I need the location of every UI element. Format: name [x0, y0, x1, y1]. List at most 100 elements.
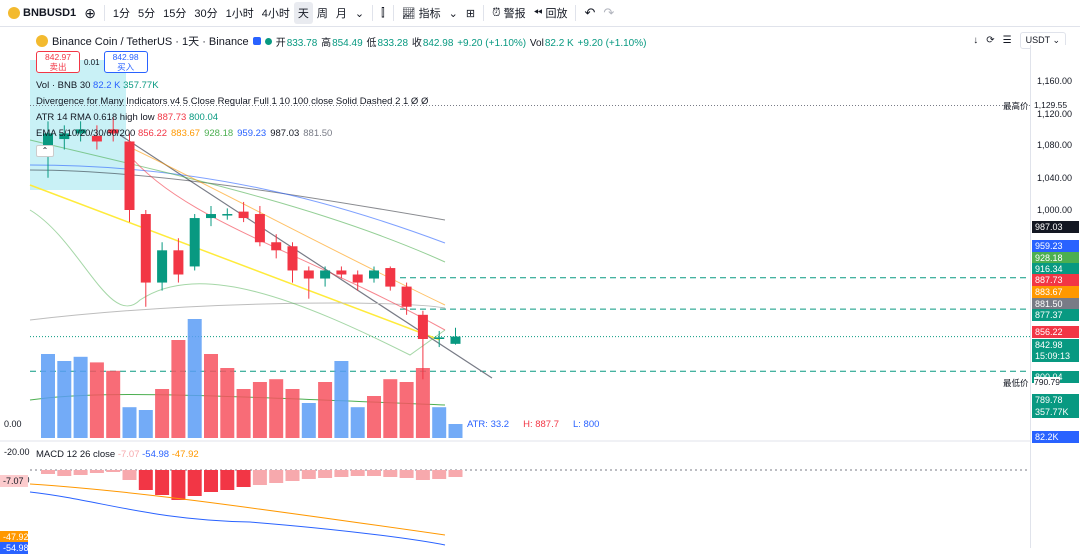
grid-icon[interactable]: ⊞	[465, 7, 476, 20]
interval-4[interactable]: 1小时	[225, 8, 254, 20]
volume-legend[interactable]: Vol · BNB 30 82.2 K 357.77K	[36, 80, 159, 91]
price-chart[interactable]	[0, 0, 1030, 548]
market-status-icon	[252, 37, 261, 45]
bnb-coin-icon	[36, 35, 48, 47]
ema-line-2	[29, 164, 446, 244]
macd-v3: -47.92	[171, 449, 199, 460]
replay-icon: ⏪︎	[533, 6, 543, 19]
interval-2[interactable]: 15分	[163, 8, 187, 20]
ema-values: 856.22 883.67 928.18 959.23 987.03 881.50	[138, 128, 336, 139]
vol-legend-v1: 82.2 K	[93, 80, 121, 91]
macd-hist-bar	[318, 470, 333, 478]
volume-bar	[89, 362, 104, 438]
ema-legend[interactable]: EMA 5/10/20/30/60/200 856.22 883.67 928.18…	[36, 128, 336, 139]
volume-bar	[334, 361, 349, 438]
low-tag: 最低价	[1003, 377, 1029, 389]
undo-icon[interactable]: ↶	[584, 5, 596, 20]
compare-add-icon[interactable]: ⊕	[84, 4, 96, 21]
macd-signal-line	[29, 483, 446, 536]
candle-body	[271, 242, 282, 251]
candle-body	[206, 214, 216, 219]
interval-0[interactable]: 1分	[112, 8, 131, 20]
divergence-legend[interactable]: Divergence for Many Indicators v4 5 Clos…	[36, 96, 429, 107]
ema-value-2: 928.18	[204, 128, 234, 139]
price-tick: 1,000.00	[1036, 205, 1072, 215]
replay-button[interactable]: ⏪︎ 回放	[530, 2, 572, 24]
ema-line-1	[29, 169, 446, 221]
price-axis[interactable]: 1,160.00 1,120.00 1,080.00 1,040.00 1,000.00…	[1030, 45, 1080, 548]
trendline-yellow	[29, 184, 441, 341]
macd-hist-bar	[57, 470, 72, 476]
candle-body	[124, 141, 135, 210]
price-label: 789.78	[1032, 394, 1079, 406]
macd-label: -47.92	[0, 531, 29, 543]
interval-7[interactable]: 周	[316, 8, 328, 20]
volume-bar	[415, 368, 430, 438]
macd-title: MACD 12 26 close	[36, 449, 116, 460]
alert-label: 警报	[503, 8, 526, 20]
symbol-search-button[interactable]: BNBUSD1	[4, 2, 80, 24]
download-icon[interactable]: ↓	[973, 35, 979, 46]
macd-v1: -7.07	[117, 449, 140, 460]
refresh-icon[interactable]: ⟳	[986, 35, 995, 46]
interval-1[interactable]: 5分	[138, 8, 156, 20]
candle-body	[369, 270, 379, 279]
candle-body	[140, 214, 151, 283]
atr-legend-title: ATR 14 RMA 0.618 high low	[36, 112, 155, 123]
interval-more-chevron-icon[interactable]: ⌄	[354, 7, 365, 20]
candle-body	[385, 268, 396, 287]
atr-legend[interactable]: ATR 14 RMA 0.618 high low 887.73 800.04	[36, 112, 218, 123]
spread-value: 0.01	[84, 57, 100, 67]
buy-button[interactable]: 842.98 买入	[103, 51, 148, 73]
layout-chevron-icon[interactable]: ⌄	[448, 7, 458, 20]
trade-panel: 842.97 卖出 0.01 842.98 买入	[36, 51, 148, 73]
price-label: 916.34	[1032, 263, 1079, 275]
indicators-button[interactable]: 📈︎ 指标	[398, 2, 445, 24]
macd-hist-bar	[448, 470, 463, 477]
macd-hist-bar	[89, 470, 104, 473]
macd-hist-bar	[138, 470, 153, 490]
indicators-icon: 📈︎	[401, 7, 416, 20]
volume-bar	[399, 382, 414, 438]
interval-6[interactable]: 天	[293, 2, 313, 24]
redo-icon[interactable]: ↷	[603, 5, 615, 20]
menu-icon[interactable]: ☰	[1002, 35, 1012, 46]
candle-body	[303, 270, 314, 279]
interval-group: 1分 5分 15分 30分 1小时 4小时天周月	[109, 2, 351, 24]
alert-button[interactable]: ⏰︎ 警报	[488, 2, 530, 24]
candle-body	[59, 133, 70, 140]
indicators-label: 指标	[418, 8, 441, 20]
candle-body	[157, 250, 168, 283]
price-label: 357.77K	[1032, 406, 1079, 418]
macd-hist-bar	[350, 470, 365, 476]
price-label: 15:09:13	[1032, 350, 1079, 362]
macd-hist-bar	[415, 470, 430, 480]
ema-line-4	[124, 144, 446, 306]
macd-hist-bar	[252, 470, 267, 485]
volume-bar	[301, 403, 316, 438]
macd-hist-bar	[383, 470, 398, 477]
volume-bar	[171, 340, 186, 438]
macd-legend[interactable]: MACD 12 26 close -7.07 -54.98 -47.92	[36, 449, 199, 460]
sell-button[interactable]: 842.97 卖出	[36, 51, 80, 73]
high-tag: 最高价	[1003, 100, 1029, 112]
macd-hist-bar	[367, 470, 381, 476]
interval-3[interactable]: 30分	[194, 8, 218, 20]
interval-8[interactable]: 月	[335, 8, 347, 20]
zone-highlight	[30, 60, 126, 190]
collapse-legend-icon[interactable]: ⌃	[36, 145, 54, 157]
candle-body	[417, 314, 428, 339]
volume-bar	[350, 407, 365, 438]
price-tick: 1,120.00	[1036, 109, 1072, 119]
macd-tick: -20.00	[4, 447, 30, 457]
interval-5[interactable]: 4小时	[261, 8, 290, 20]
chart-header: Binance Coin / TetherUS · 1天 · Binance 开…	[36, 33, 647, 49]
vol-legend-title: Vol · BNB 30	[36, 80, 91, 91]
candle-type-icon[interactable]: ⫿	[381, 6, 385, 19]
volume-bar	[187, 319, 202, 438]
candle-body	[254, 214, 265, 243]
volume-bar	[383, 379, 398, 438]
macd-label: -7.07	[0, 475, 28, 487]
atr-band-low	[29, 209, 446, 356]
macd-tick: 0.00	[4, 419, 22, 429]
